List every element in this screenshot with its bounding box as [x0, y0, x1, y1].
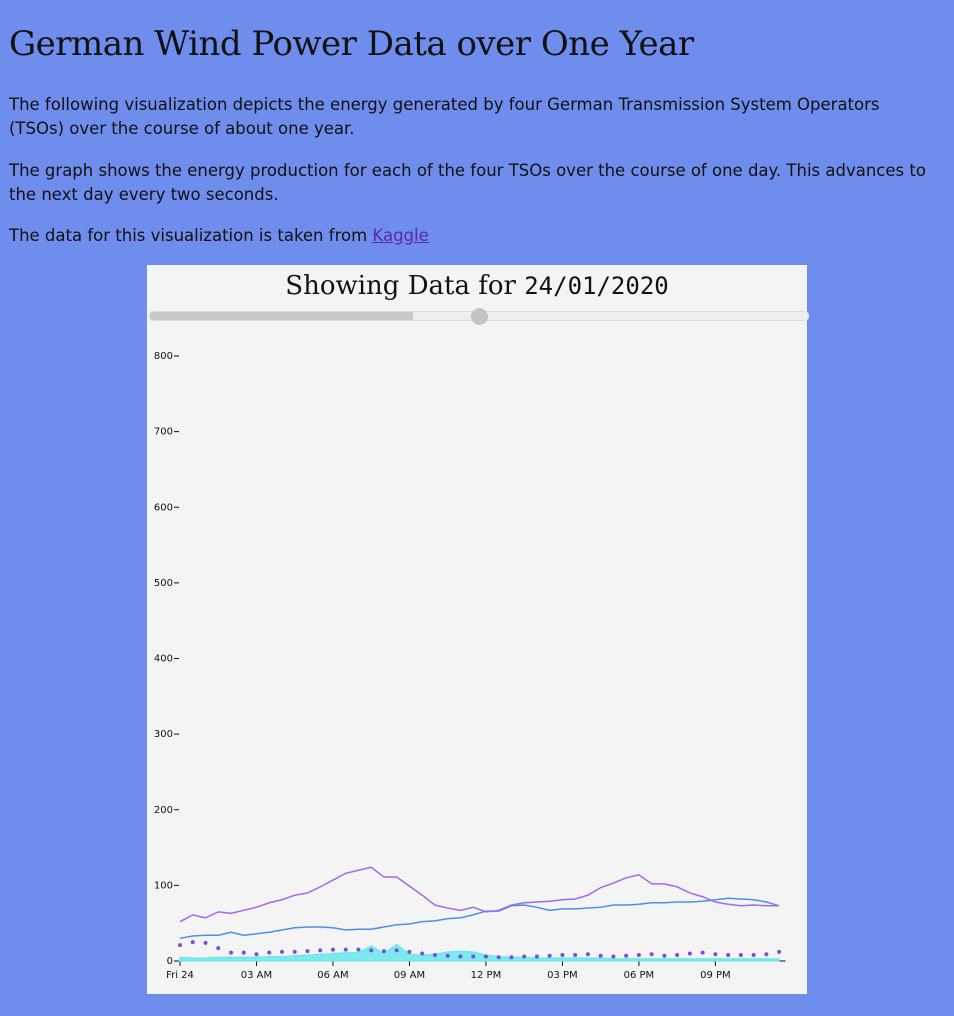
series-dot	[534, 954, 539, 959]
y-tick-label: 0	[167, 956, 173, 967]
series-dot	[700, 950, 705, 955]
series-dot	[624, 953, 629, 958]
source-link[interactable]: Kaggle	[372, 226, 429, 245]
series-dot	[509, 955, 514, 960]
series-dot	[458, 954, 463, 959]
series-dot	[713, 952, 718, 957]
y-tick-label: 100	[154, 880, 173, 891]
chart-date: 24/01/2020	[524, 272, 669, 300]
x-tick-label: 09 AM	[394, 970, 425, 981]
y-tick-label: 500	[154, 578, 173, 589]
series-dot	[343, 947, 348, 952]
series-dot	[190, 940, 195, 945]
series-dot	[178, 943, 182, 948]
y-tick-label: 600	[154, 502, 173, 513]
series-dot	[330, 947, 335, 952]
series-dot	[522, 954, 527, 959]
series-dot	[203, 940, 208, 945]
series-dot	[216, 946, 221, 951]
y-tick-label: 200	[154, 805, 173, 816]
series-dot	[356, 947, 361, 952]
series-dot	[726, 952, 731, 957]
series-dot	[547, 953, 552, 958]
series-dot	[407, 949, 412, 954]
series-dot	[471, 954, 476, 959]
x-tick-label: 12 PM	[471, 970, 502, 981]
series-dot	[445, 953, 450, 958]
series-dot	[318, 948, 323, 953]
series-dot	[751, 952, 756, 957]
source-text: The data for this visualization is taken…	[9, 226, 368, 245]
x-tick-label: 09 PM	[700, 970, 731, 981]
series-dot	[777, 949, 782, 954]
series-dot	[267, 950, 272, 955]
series-dot	[598, 953, 603, 958]
series-dot	[649, 952, 654, 957]
series-dot	[496, 955, 501, 960]
chart-heading: Showing Data for 24/01/2020	[147, 271, 807, 301]
series-line	[179, 897, 780, 940]
series-dot	[483, 954, 488, 959]
y-tick-label: 400	[154, 654, 173, 665]
y-tick-label: 800	[154, 351, 173, 362]
day-slider[interactable]	[149, 311, 809, 321]
series-dot	[394, 948, 399, 953]
series-dot	[675, 952, 680, 957]
chart-title: Showing Data for	[285, 271, 516, 301]
x-tick-label: Fri 24	[166, 970, 194, 981]
series-dot	[241, 950, 246, 955]
x-tick-label: 03 PM	[547, 970, 578, 981]
series-dot	[573, 952, 578, 957]
chart: 0 100 200 300 400 500 600 700 800 Fri 24 03 AM 06 A…	[154, 351, 786, 981]
series-dot	[432, 952, 437, 957]
x-tick-label: 03 AM	[241, 970, 272, 981]
series-dot	[381, 949, 386, 954]
series-dot	[305, 949, 310, 954]
series-dot	[738, 952, 743, 957]
x-tick-label: 06 AM	[317, 970, 348, 981]
series-dot	[369, 948, 374, 953]
intro-paragraph: The graph shows the energy production fo…	[9, 161, 926, 204]
series-dot	[636, 952, 641, 957]
y-tick-label: 300	[154, 729, 173, 740]
series-dot	[279, 949, 284, 954]
series-dot	[687, 951, 692, 956]
y-tick-label: 700	[154, 427, 173, 438]
x-tick-label: 06 PM	[624, 970, 655, 981]
series-dot	[560, 952, 565, 957]
series-dot	[420, 951, 425, 956]
series-dot	[764, 952, 769, 957]
series-dot	[254, 952, 259, 957]
series-dot	[662, 953, 667, 958]
page-title: German Wind Power Data over One Year	[9, 24, 694, 64]
series-dot	[585, 952, 590, 957]
series-dot	[292, 949, 297, 954]
chart-container: Showing Data for 24/01/2020 0 100 200 300 40…	[147, 265, 809, 994]
intro-paragraph: The following visualization depicts the …	[9, 95, 880, 138]
source-paragraph: The data for this visualization is taken…	[9, 224, 939, 248]
series-dot	[228, 950, 233, 955]
series-dot	[611, 954, 616, 959]
series-line	[179, 866, 780, 923]
